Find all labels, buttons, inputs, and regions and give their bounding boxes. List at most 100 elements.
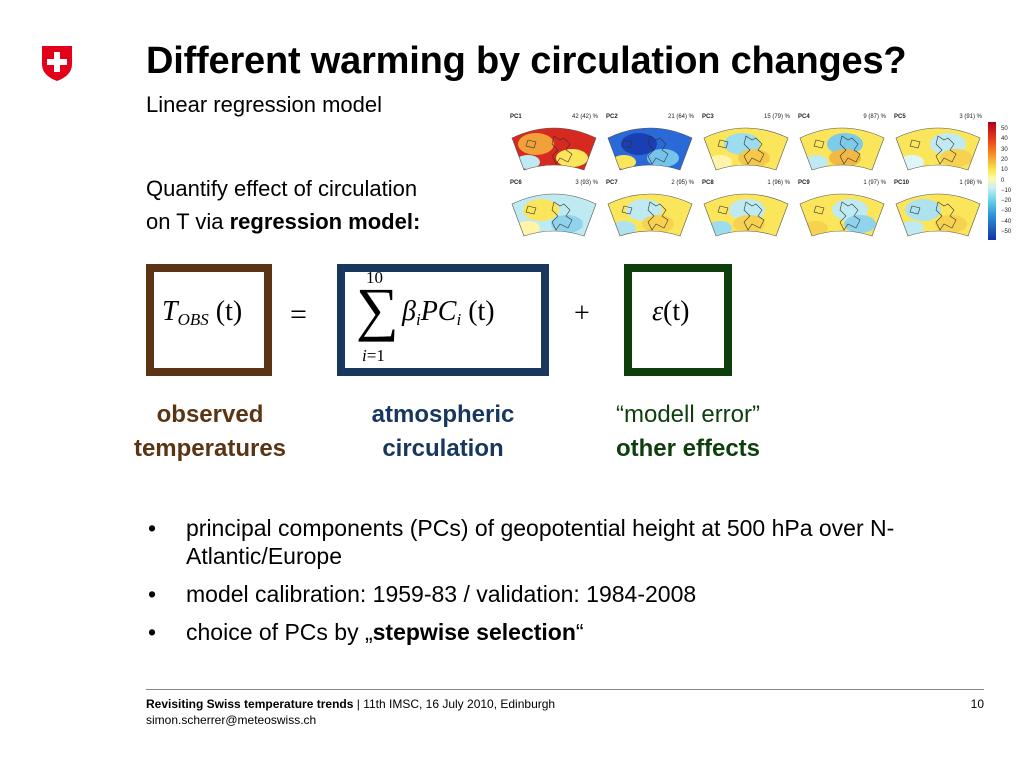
bullet-prefix: choice of PCs by „ <box>186 619 373 645</box>
pc-map-panel: PC5 3 (91) % <box>892 114 984 174</box>
pc-map-variance: 9 (87) % <box>863 114 886 120</box>
pc-map-image <box>799 127 885 171</box>
quantify-text: Quantify effect of circulation on T via … <box>146 172 420 238</box>
equation-lhs: TOBS (t) <box>162 296 242 330</box>
page-number: 10 <box>970 697 984 711</box>
eq-pc-argument: (t) <box>468 296 495 327</box>
eq-pc: PC <box>420 296 457 327</box>
pc-map-name: PC1 <box>510 114 522 120</box>
pc-map-name: PC9 <box>798 180 810 186</box>
pc-map-variance: 15 (79) % <box>763 114 790 120</box>
pc-map-header: PC4 9 (87) % <box>798 114 886 124</box>
bullet-item: principal components (PCs) of geopotenti… <box>146 514 996 570</box>
pc-map-header: PC7 2 (95) % <box>606 180 694 190</box>
pc-map-panel: PC6 3 (93) % <box>508 180 600 240</box>
footer-text: Revisiting Swiss temperature trends | 11… <box>146 697 555 711</box>
footer-event: | 11th IMSC, 16 July 2010, Edinburgh <box>353 697 556 711</box>
bullet-bold: stepwise selection <box>372 619 576 645</box>
pc-map-panel: PC10 1 (98) % <box>892 180 984 240</box>
pc-map-image <box>511 193 597 237</box>
colorbar-tick-label: −20 <box>1001 198 1012 205</box>
pc-map-panel: PC4 9 (87) % <box>796 114 888 174</box>
slide-title: Different warming by circulation changes… <box>146 40 907 82</box>
pc-map-panel: PC9 1 (97) % <box>796 180 888 240</box>
error-label-line-2: other effects <box>615 435 761 462</box>
pc-map-variance: 1 (96) % <box>767 180 790 186</box>
eq-t-symbol: T <box>162 296 178 327</box>
bullet-suffix: “ <box>575 619 584 645</box>
pc-map-image <box>607 127 693 171</box>
quantify-line-2: on T via regression model: <box>146 205 420 238</box>
colorbar-tick-label: 30 <box>1001 146 1008 153</box>
observed-label-line-2: temperatures <box>133 435 287 462</box>
sum-body: βiPCi (t) <box>402 296 495 330</box>
equation-equals: = <box>290 298 307 331</box>
pc-map-image <box>895 127 981 171</box>
circulation-box <box>337 264 549 376</box>
equation-error-term: ε(t) <box>652 296 689 328</box>
pc-map-image <box>799 193 885 237</box>
sum-symbol: ∑ <box>356 276 399 342</box>
pc-map-header: PC9 1 (97) % <box>798 180 886 190</box>
circulation-label-line-1: atmospheric <box>371 401 515 428</box>
pc-map-name: PC10 <box>894 180 910 186</box>
bullet-item: model calibration: 1959-83 / validation:… <box>146 580 996 608</box>
pc-map-variance: 2 (95) % <box>671 180 694 186</box>
pc-map-name: PC8 <box>702 180 714 186</box>
eq-beta-subscript: i <box>415 310 421 329</box>
colorbar-tick-label: 0 <box>1001 177 1005 184</box>
colorbar-tick-label: 40 <box>1001 136 1008 143</box>
colorbar-tick-label: −10 <box>1001 187 1012 194</box>
eq-pc-subscript: i <box>456 310 462 329</box>
pc-map-image <box>703 193 789 237</box>
pc-map-panel: PC7 2 (95) % <box>604 180 696 240</box>
colorbar-tick-label: −50 <box>1001 229 1012 235</box>
pc-map-header: PC5 3 (91) % <box>894 114 982 124</box>
pc-map-name: PC7 <box>606 180 618 186</box>
pc-map-variance: 21 (64) % <box>667 114 694 120</box>
pc-map-variance: 42 (42) % <box>571 114 598 120</box>
colorbar-tick-label: 10 <box>1001 167 1008 174</box>
swiss-cross-shield-icon <box>42 46 72 81</box>
pc-map-variance: 1 (98) % <box>959 180 982 186</box>
footer-title: Revisiting Swiss temperature trends <box>146 697 354 711</box>
quantify-line-1: Quantify effect of circulation <box>146 176 418 201</box>
pc-map-image <box>607 193 693 237</box>
pc-map-header: PC2 21 (64) % <box>606 114 694 124</box>
error-label: “modell error” other effects <box>590 398 786 466</box>
observed-label-line-1: observed <box>156 401 264 428</box>
pc-map-grid: PC1 42 (42) % PC2 21 (64) % PC3 15 (79) % PC4 9… <box>508 114 988 244</box>
colorbar-tick-label: 50 <box>1001 126 1008 132</box>
colorbar-tick-label: 20 <box>1001 156 1008 163</box>
pc-map-panel: PC8 1 (96) % <box>700 180 792 240</box>
footer-divider <box>146 689 984 690</box>
pc-map-header: PC8 1 (96) % <box>702 180 790 190</box>
pc-map-header: PC6 3 (93) % <box>510 180 598 190</box>
bullet-list: principal components (PCs) of geopotenti… <box>146 514 996 656</box>
pc-map-header: PC10 1 (98) % <box>894 180 982 190</box>
error-box <box>624 264 732 376</box>
equation-plus: + <box>574 298 590 329</box>
pc-map-name: PC5 <box>894 114 906 120</box>
sum-index-start: =1 <box>366 346 385 365</box>
colorbar <box>988 122 996 240</box>
pc-map-panel: PC1 42 (42) % <box>508 114 600 174</box>
pc-map-variance: 3 (91) % <box>959 114 982 120</box>
pc-map-header: PC1 42 (42) % <box>510 114 598 124</box>
pc-map-header: PC3 15 (79) % <box>702 114 790 124</box>
eq-beta: β <box>402 296 416 327</box>
pc-map-variance: 3 (93) % <box>575 180 598 186</box>
quantify-line-2-bold: regression model: <box>229 209 421 234</box>
bullet-item: choice of PCs by „stepwise selection“ <box>146 618 996 646</box>
eq-lhs-argument: (t) <box>215 296 243 327</box>
eq-obs-subscript: OBS <box>177 310 209 329</box>
slide-subtitle: Linear regression model <box>146 92 383 117</box>
observed-box <box>146 264 272 376</box>
quantify-line-2-prefix: on T via <box>146 209 230 234</box>
pc-map-image <box>511 127 597 171</box>
observed-label: observed temperatures <box>108 398 312 466</box>
sum-lower-limit: i=1 <box>362 346 385 366</box>
error-label-line-1: “modell error” <box>615 401 761 428</box>
sum-index-var: i <box>362 346 367 365</box>
circulation-label: atmospheric circulation <box>336 398 550 466</box>
